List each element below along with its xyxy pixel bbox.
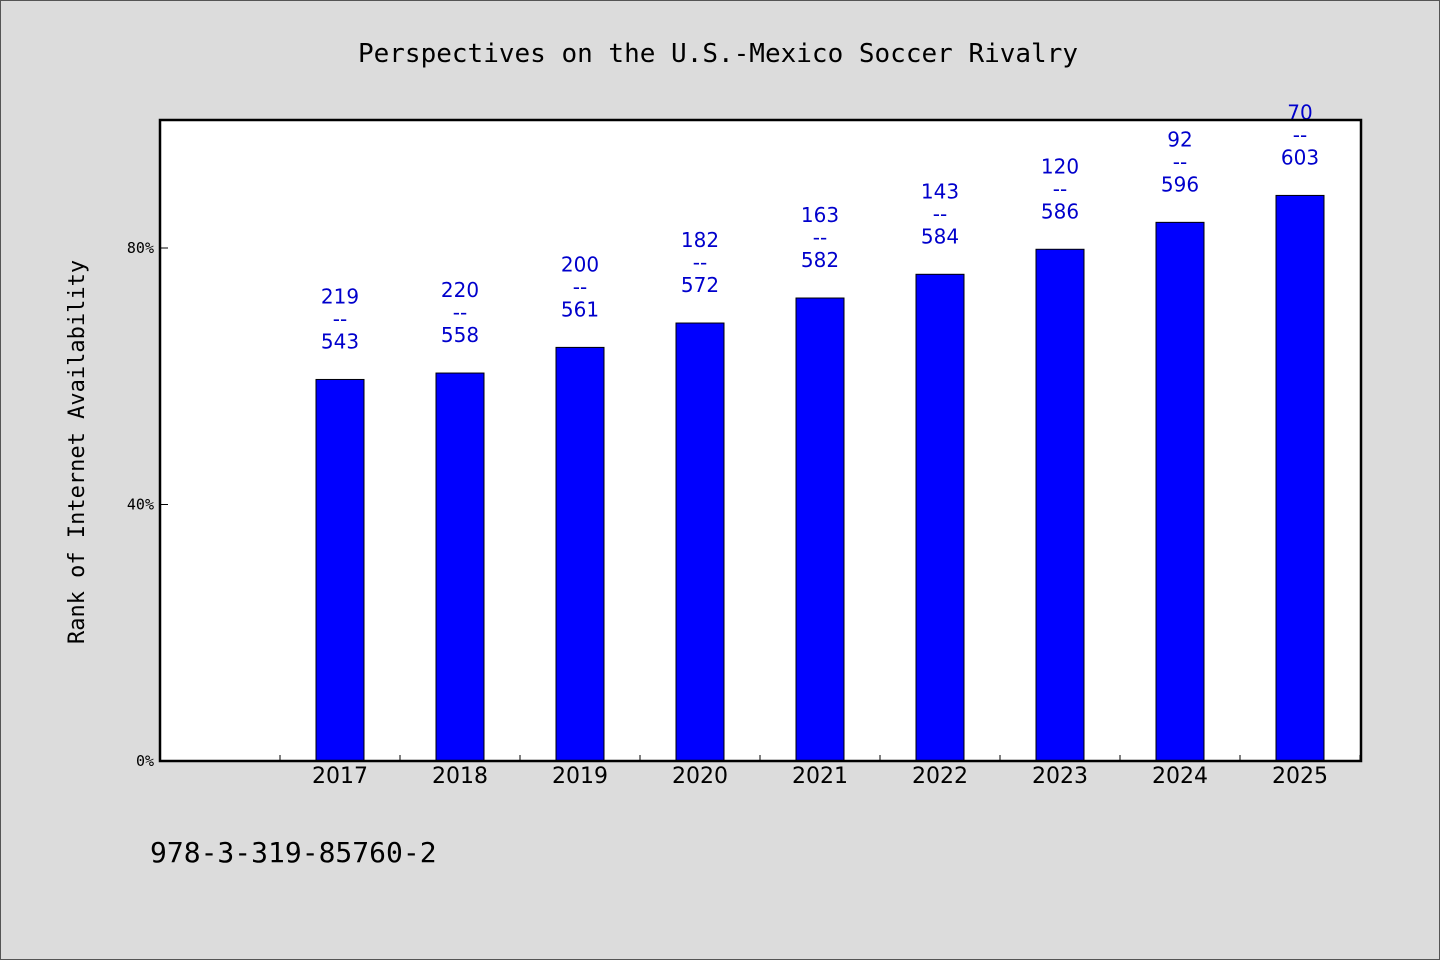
- data-label-2021-mid: --: [813, 226, 827, 250]
- x-tick-label-2021: 2021: [792, 764, 848, 789]
- data-label-2020-mid: --: [693, 251, 707, 275]
- y-tick-label-0: 0%: [136, 752, 154, 770]
- x-tick-label-2018: 2018: [432, 764, 488, 789]
- data-label-2025-bottom: 603: [1281, 145, 1319, 169]
- bar-2022: [915, 273, 965, 762]
- data-labels-layer: 219--543220--558200--561182--572163--582…: [321, 100, 1319, 353]
- y-tick-label-80: 80%: [127, 239, 154, 257]
- data-label-2020-bottom: 572: [681, 273, 719, 297]
- data-label-2025-mid: --: [1293, 123, 1307, 147]
- data-label-2020-top: 182: [681, 228, 719, 252]
- x-tick-label-2020: 2020: [672, 764, 728, 789]
- bar-2018: [435, 372, 485, 762]
- data-label-2022-bottom: 584: [921, 224, 959, 248]
- data-label-2023-bottom: 586: [1041, 199, 1079, 223]
- data-label-2018-top: 220: [441, 278, 479, 302]
- x-tick-label-2025: 2025: [1272, 764, 1328, 789]
- data-label-2024-top: 92: [1167, 127, 1192, 151]
- data-label-2021-bottom: 582: [801, 248, 839, 272]
- plot-frame: [158, 118, 1363, 763]
- y-axis-label: Rank of Internet Availability: [65, 260, 90, 644]
- data-label-2018-bottom: 558: [441, 323, 479, 347]
- data-label-2019-top: 200: [561, 252, 599, 276]
- bar-2023: [1035, 248, 1085, 762]
- data-label-2017-mid: --: [333, 307, 347, 331]
- chart-title: Perspectives on the U.S.-Mexico Soccer R…: [358, 39, 1078, 69]
- data-label-2024-mid: --: [1173, 150, 1187, 174]
- bar-2020: [675, 322, 725, 762]
- y-tick-label-40: 40%: [127, 496, 154, 514]
- isbn-footer: 978-3-319-85760-2: [150, 836, 437, 869]
- x-axis-ticks: 2017 2018 2019 2020 2021 2022 2023 2024 2025: [279, 755, 1361, 789]
- data-label-2021-top: 163: [801, 203, 839, 227]
- x-tick-label-2017: 2017: [312, 764, 368, 789]
- bar-2019: [555, 346, 605, 762]
- x-tick-label-2023: 2023: [1032, 764, 1088, 789]
- data-label-2022-top: 143: [921, 179, 959, 203]
- data-label-2023-top: 120: [1041, 154, 1079, 178]
- bar-2025: [1275, 194, 1325, 762]
- bar-2021: [795, 297, 845, 762]
- data-label-2019-mid: --: [573, 275, 587, 299]
- data-label-2022-mid: --: [933, 202, 947, 226]
- data-label-2024-bottom: 596: [1161, 172, 1199, 196]
- x-tick-label-2024: 2024: [1152, 764, 1208, 789]
- data-label-2023-mid: --: [1053, 177, 1067, 201]
- data-label-2019-bottom: 561: [561, 297, 599, 321]
- bar-2017: [315, 378, 365, 762]
- x-tick-label-2019: 2019: [552, 764, 608, 789]
- x-tick-label-2022: 2022: [912, 764, 968, 789]
- data-label-2018-mid: --: [453, 301, 467, 325]
- bars-layer: [315, 194, 1325, 762]
- data-label-2017-top: 219: [321, 284, 359, 308]
- bar-2024: [1155, 221, 1205, 762]
- data-label-2017-bottom: 543: [321, 329, 359, 353]
- y-axis-ticks: 0% 40% 80%: [127, 239, 168, 770]
